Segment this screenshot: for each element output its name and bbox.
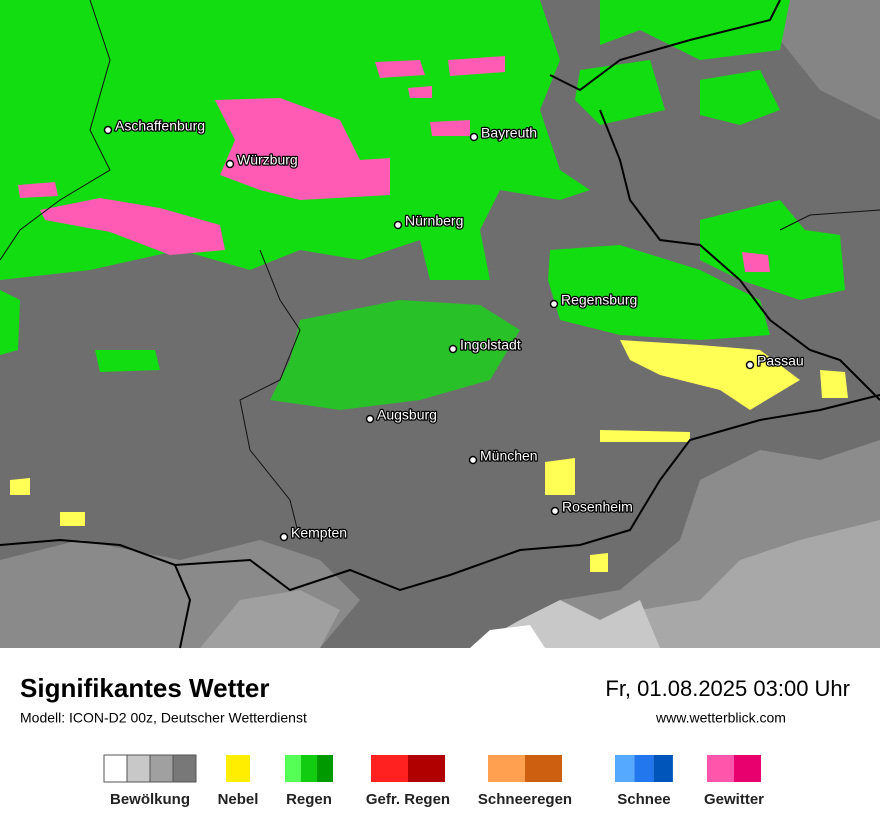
- fog-areas: [10, 340, 848, 572]
- legend-swatch: [734, 755, 761, 782]
- city-label: München: [480, 448, 538, 464]
- legend-swatch: [488, 755, 525, 782]
- legend-swatch: [634, 755, 654, 782]
- thunderstorm-areas: [18, 56, 770, 272]
- legend-label: Gewitter: [704, 791, 764, 808]
- legend-label: Bewölkung: [110, 791, 190, 808]
- city-label: Rosenheim: [562, 499, 633, 515]
- legend-swatch: [615, 755, 635, 782]
- legend-swatch: [653, 755, 673, 782]
- legend-label: Schnee: [617, 791, 670, 808]
- subtitle: Modell: ICON-D2 00z, Deutscher Wetterdie…: [20, 710, 307, 726]
- city-dot: [745, 360, 755, 370]
- legend-swatch: [317, 755, 333, 782]
- legend-swatch: [707, 755, 734, 782]
- legend-label: Schneeregen: [478, 791, 572, 808]
- city-dot: [549, 299, 559, 309]
- state-borders: [0, 0, 880, 541]
- city-dot: [550, 506, 560, 516]
- city-dot: [103, 125, 113, 135]
- legend-swatch: [226, 755, 250, 782]
- legend-swatch: [149, 754, 174, 783]
- city-label: Würzburg: [237, 152, 298, 168]
- city-dot: [468, 455, 478, 465]
- borders: [0, 0, 880, 649]
- cloud-layers: [0, 0, 880, 648]
- city-dot: [225, 159, 235, 169]
- city-label: Nürnberg: [405, 213, 463, 229]
- legend-swatch: [371, 755, 408, 782]
- legend-label: Regen: [286, 791, 332, 808]
- city-dot: [469, 132, 479, 142]
- city-label: Passau: [757, 353, 804, 369]
- city-label: Aschaffenburg: [115, 118, 205, 134]
- city-dot: [448, 344, 458, 354]
- legend-label: Gefr. Regen: [366, 791, 450, 808]
- legend-label: Nebel: [218, 791, 259, 808]
- city-label: Ingolstadt: [460, 337, 521, 353]
- city-label: Regensburg: [561, 292, 637, 308]
- date: Fr, 01.08.2025 03:00 Uhr: [605, 676, 850, 701]
- legend-swatch: [103, 754, 128, 783]
- city-dot: [365, 414, 375, 424]
- legend-swatch: [408, 755, 445, 782]
- city-dot: [279, 532, 289, 542]
- legend-swatch: [301, 755, 317, 782]
- website: www.wetterblick.com: [655, 710, 786, 726]
- legend-swatch: [126, 754, 151, 783]
- legend-swatch: [525, 755, 562, 782]
- city-label: Kempten: [291, 525, 347, 541]
- city-label: Bayreuth: [481, 125, 537, 141]
- city-label: Augsburg: [377, 407, 437, 423]
- legend-swatch: [172, 754, 197, 783]
- legend-swatch: [285, 755, 301, 782]
- city-dot: [393, 220, 403, 230]
- title: Signifikantes Wetter: [20, 673, 269, 703]
